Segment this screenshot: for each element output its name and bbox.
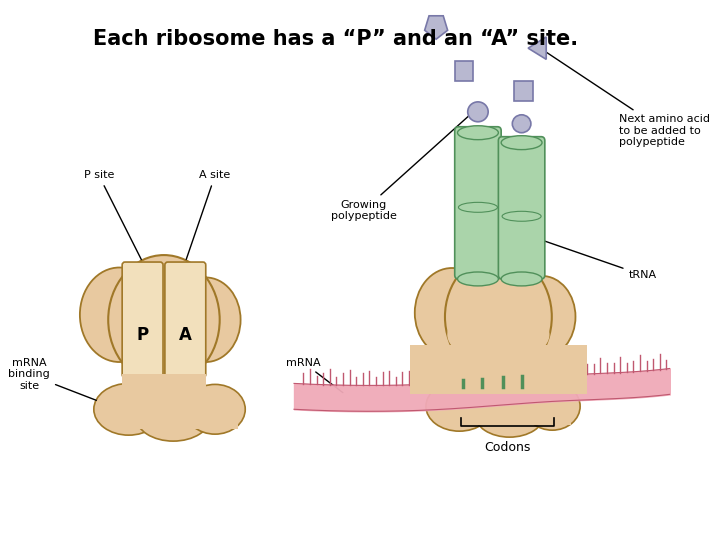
Bar — [410, 345, 587, 394]
Ellipse shape — [426, 381, 492, 431]
Bar — [122, 374, 206, 400]
Text: mRNA
binding
site: mRNA binding site — [9, 358, 96, 400]
Ellipse shape — [508, 276, 575, 357]
Ellipse shape — [94, 383, 163, 435]
Ellipse shape — [457, 272, 498, 286]
Ellipse shape — [501, 136, 542, 150]
Ellipse shape — [474, 392, 544, 437]
Bar — [450, 390, 571, 425]
FancyBboxPatch shape — [122, 262, 163, 377]
Ellipse shape — [415, 268, 489, 357]
Ellipse shape — [468, 102, 488, 122]
Ellipse shape — [108, 255, 220, 384]
Ellipse shape — [513, 115, 531, 133]
Ellipse shape — [80, 267, 159, 362]
Text: Each ribosome has a “P” and an “A” site.: Each ribosome has a “P” and an “A” site. — [94, 29, 578, 49]
Ellipse shape — [445, 254, 552, 379]
Bar — [455, 61, 473, 81]
Ellipse shape — [501, 272, 542, 286]
Text: P: P — [137, 326, 148, 343]
Ellipse shape — [447, 307, 549, 362]
Bar — [514, 81, 533, 101]
Bar — [117, 394, 238, 429]
Text: Codons: Codons — [485, 441, 531, 454]
Text: tRNA: tRNA — [544, 241, 657, 280]
FancyBboxPatch shape — [498, 137, 545, 279]
Ellipse shape — [171, 278, 240, 362]
Ellipse shape — [524, 382, 580, 430]
Ellipse shape — [136, 393, 210, 441]
FancyBboxPatch shape — [455, 127, 501, 279]
Text: mRNA: mRNA — [286, 357, 343, 393]
Text: Next amino acid
to be added to
polypeptide: Next amino acid to be added to polypepti… — [542, 50, 710, 147]
Text: A site: A site — [186, 171, 230, 259]
FancyBboxPatch shape — [165, 262, 206, 377]
Text: P site: P site — [84, 171, 141, 260]
Ellipse shape — [185, 384, 246, 434]
Text: Growing
polypeptide: Growing polypeptide — [330, 114, 471, 221]
Text: A: A — [179, 326, 192, 343]
Ellipse shape — [457, 126, 498, 140]
